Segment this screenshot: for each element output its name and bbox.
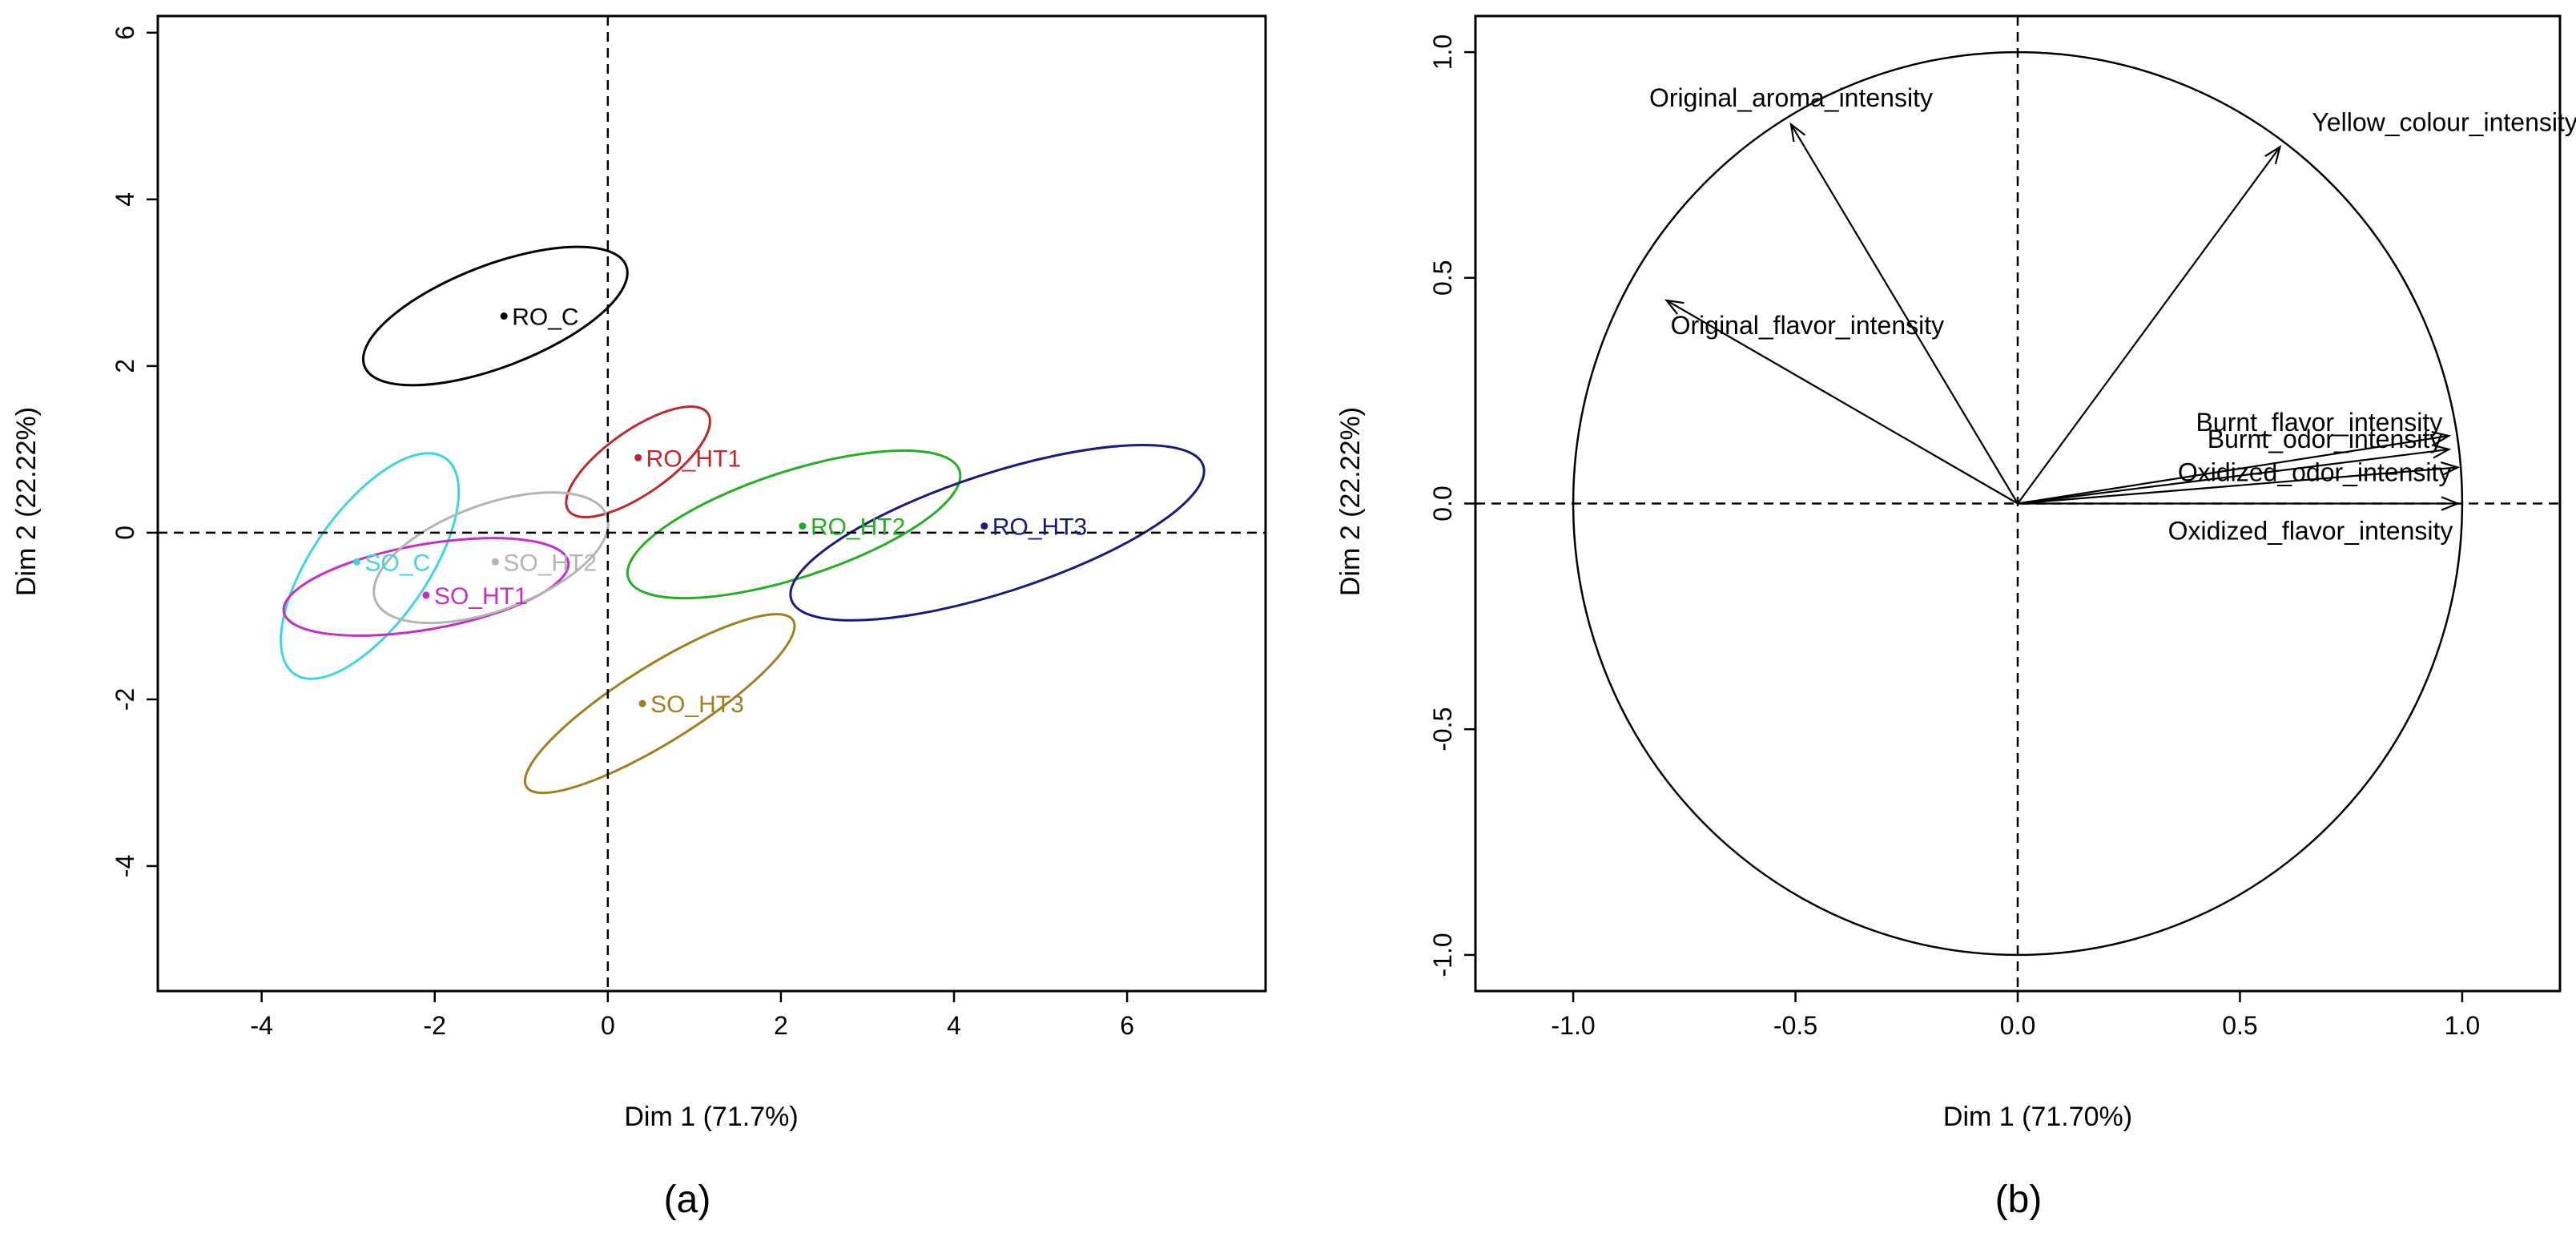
sample-points: RO_C RO_HT1 RO_HT2 RO_HT3 SO_CSO_HT1 SO_HT2 SO… [353,304,1087,718]
y-axis-label: Dim 2 (22.22%) [1335,407,1366,596]
x-tick-label: 1.0 [2445,1011,2480,1040]
plot-frame [1474,14,2562,993]
panel-label-a: (a) [664,1179,711,1221]
ellipse-ro-ht2 [626,449,962,600]
x-tick-label: 0 [601,1011,615,1040]
point-so-ht2 [491,558,499,566]
vector-original-flavor-intensity [1666,300,2019,505]
x-tick-label: -1.0 [1552,1011,1596,1040]
vector-label-oxidized-odor-intensity: Oxidized_odor_intensity [2178,457,2452,486]
x-axis-label: Dim 1 (71.70%) [1943,1102,2132,1132]
variable-vectors: Original_aroma_intensity Yellow_colour_in… [1649,83,2576,545]
ellipse-ro-c [361,245,629,387]
vector-yellow-colour-intensity [2017,146,2281,505]
y-tick-label: 6 [111,26,139,40]
point-ro-ht1 [634,453,642,461]
point-label-so-ht3: SO_HT3 [650,691,744,718]
arrowhead-original-aroma-intensity [1789,122,1806,143]
panel-a-biplot: RO_C RO_HT1 RO_HT2 RO_HT3 SO_CSO_HT1 SO_HT2 SO… [11,14,1267,1221]
plot-frame [156,14,1267,993]
y-tick-label: 0.5 [1428,260,1457,296]
reference-lines [158,16,1266,991]
vector-burnt-flavor-intensity [2017,434,2449,505]
point-so-ht3 [638,699,646,707]
arrowhead-oxidized-flavor-intensity [2441,496,2461,511]
x-tick-label: 0.5 [2222,1011,2257,1040]
arrowhead-burnt-flavor-intensity [2431,431,2452,446]
panel-b-variables: Original_aroma_intensity Yellow_colour_in… [1335,14,2576,1221]
ellipse-so-ht1 [282,537,570,637]
point-label-ro-ht3: RO_HT3 [992,514,1087,541]
x-tick-label: 4 [947,1011,961,1040]
y-tick-label: 4 [111,192,139,207]
point-so-c [353,558,361,566]
vector-burnt-odor-intensity [2017,448,2449,505]
arrowhead-yellow-colour-intensity [2264,145,2282,164]
axes: -4 -2 0 2 4 6 -4 -2 0 2 4 6 [111,26,1134,1040]
point-ro-ht3 [980,522,988,530]
y-tick-label: 2 [111,359,139,373]
vector-original-aroma-intensity [1790,123,2019,505]
point-so-ht1 [422,591,430,599]
arrowhead-burnt-odor-intensity [2431,444,2452,459]
y-tick-label: 1.0 [1428,34,1457,70]
x-tick-label: 6 [1120,1011,1134,1040]
vector-label-yellow-colour-intensity: Yellow_colour_intensity [2312,107,2576,136]
y-tick-label: -0.5 [1428,707,1457,751]
point-label-so-c: SO_C [365,550,431,576]
panel-label-b: (b) [1995,1179,2043,1221]
point-ro-c [500,312,508,320]
vector-label-burnt-odor-intensity: Burnt_odor_intensity [2208,425,2443,453]
y-tick-label: -4 [111,855,139,877]
vector-label-oxidized-flavor-intensity: Oxidized_flavor_intensity [2168,517,2453,546]
x-tick-label: -0.5 [1773,1011,1817,1040]
point-label-so-ht2: SO_HT2 [503,550,597,576]
y-tick-label: 0 [111,526,139,540]
x-tick-label: -4 [250,1011,272,1040]
axes: -1.0 -0.5 0.0 0.5 1.0 -1.0 -0.5 0.0 0.5 1.0 [1428,34,2480,1040]
vector-oxidized-odor-intensity [2017,466,2458,505]
ellipse-so-ht2 [372,491,610,625]
y-tick-label: -2 [111,688,139,711]
point-label-ro-c: RO_C [512,304,578,330]
arrowhead-oxidized-odor-intensity [2441,461,2461,477]
y-tick-label: 0.0 [1428,486,1457,521]
point-label-ro-ht2: RO_HT2 [811,514,905,541]
vector-label-burnt-flavor-intensity: Burnt_flavor_intensity [2196,408,2443,437]
point-ro-ht2 [799,522,807,530]
ellipse-ro-ht3 [789,444,1205,622]
x-tick-label: 2 [774,1011,788,1040]
vector-label-original-flavor-intensity: Original_flavor_intensity [1671,311,1945,340]
y-axis-label: Dim 2 (22.22%) [11,407,42,596]
ellipse-ro-ht1 [565,405,711,518]
vector-label-original-aroma-intensity: Original_aroma_intensity [1649,83,1933,112]
x-tick-label: -2 [424,1011,446,1040]
point-label-so-ht1: SO_HT1 [434,583,528,610]
arrowhead-original-flavor-intensity [1664,299,1684,315]
x-axis-label: Dim 1 (71.7%) [624,1102,798,1132]
x-tick-label: 0.0 [2000,1011,2035,1040]
y-tick-label: -1.0 [1428,933,1457,977]
point-label-ro-ht1: RO_HT1 [646,445,741,472]
ellipse-so-ht3 [523,613,796,795]
